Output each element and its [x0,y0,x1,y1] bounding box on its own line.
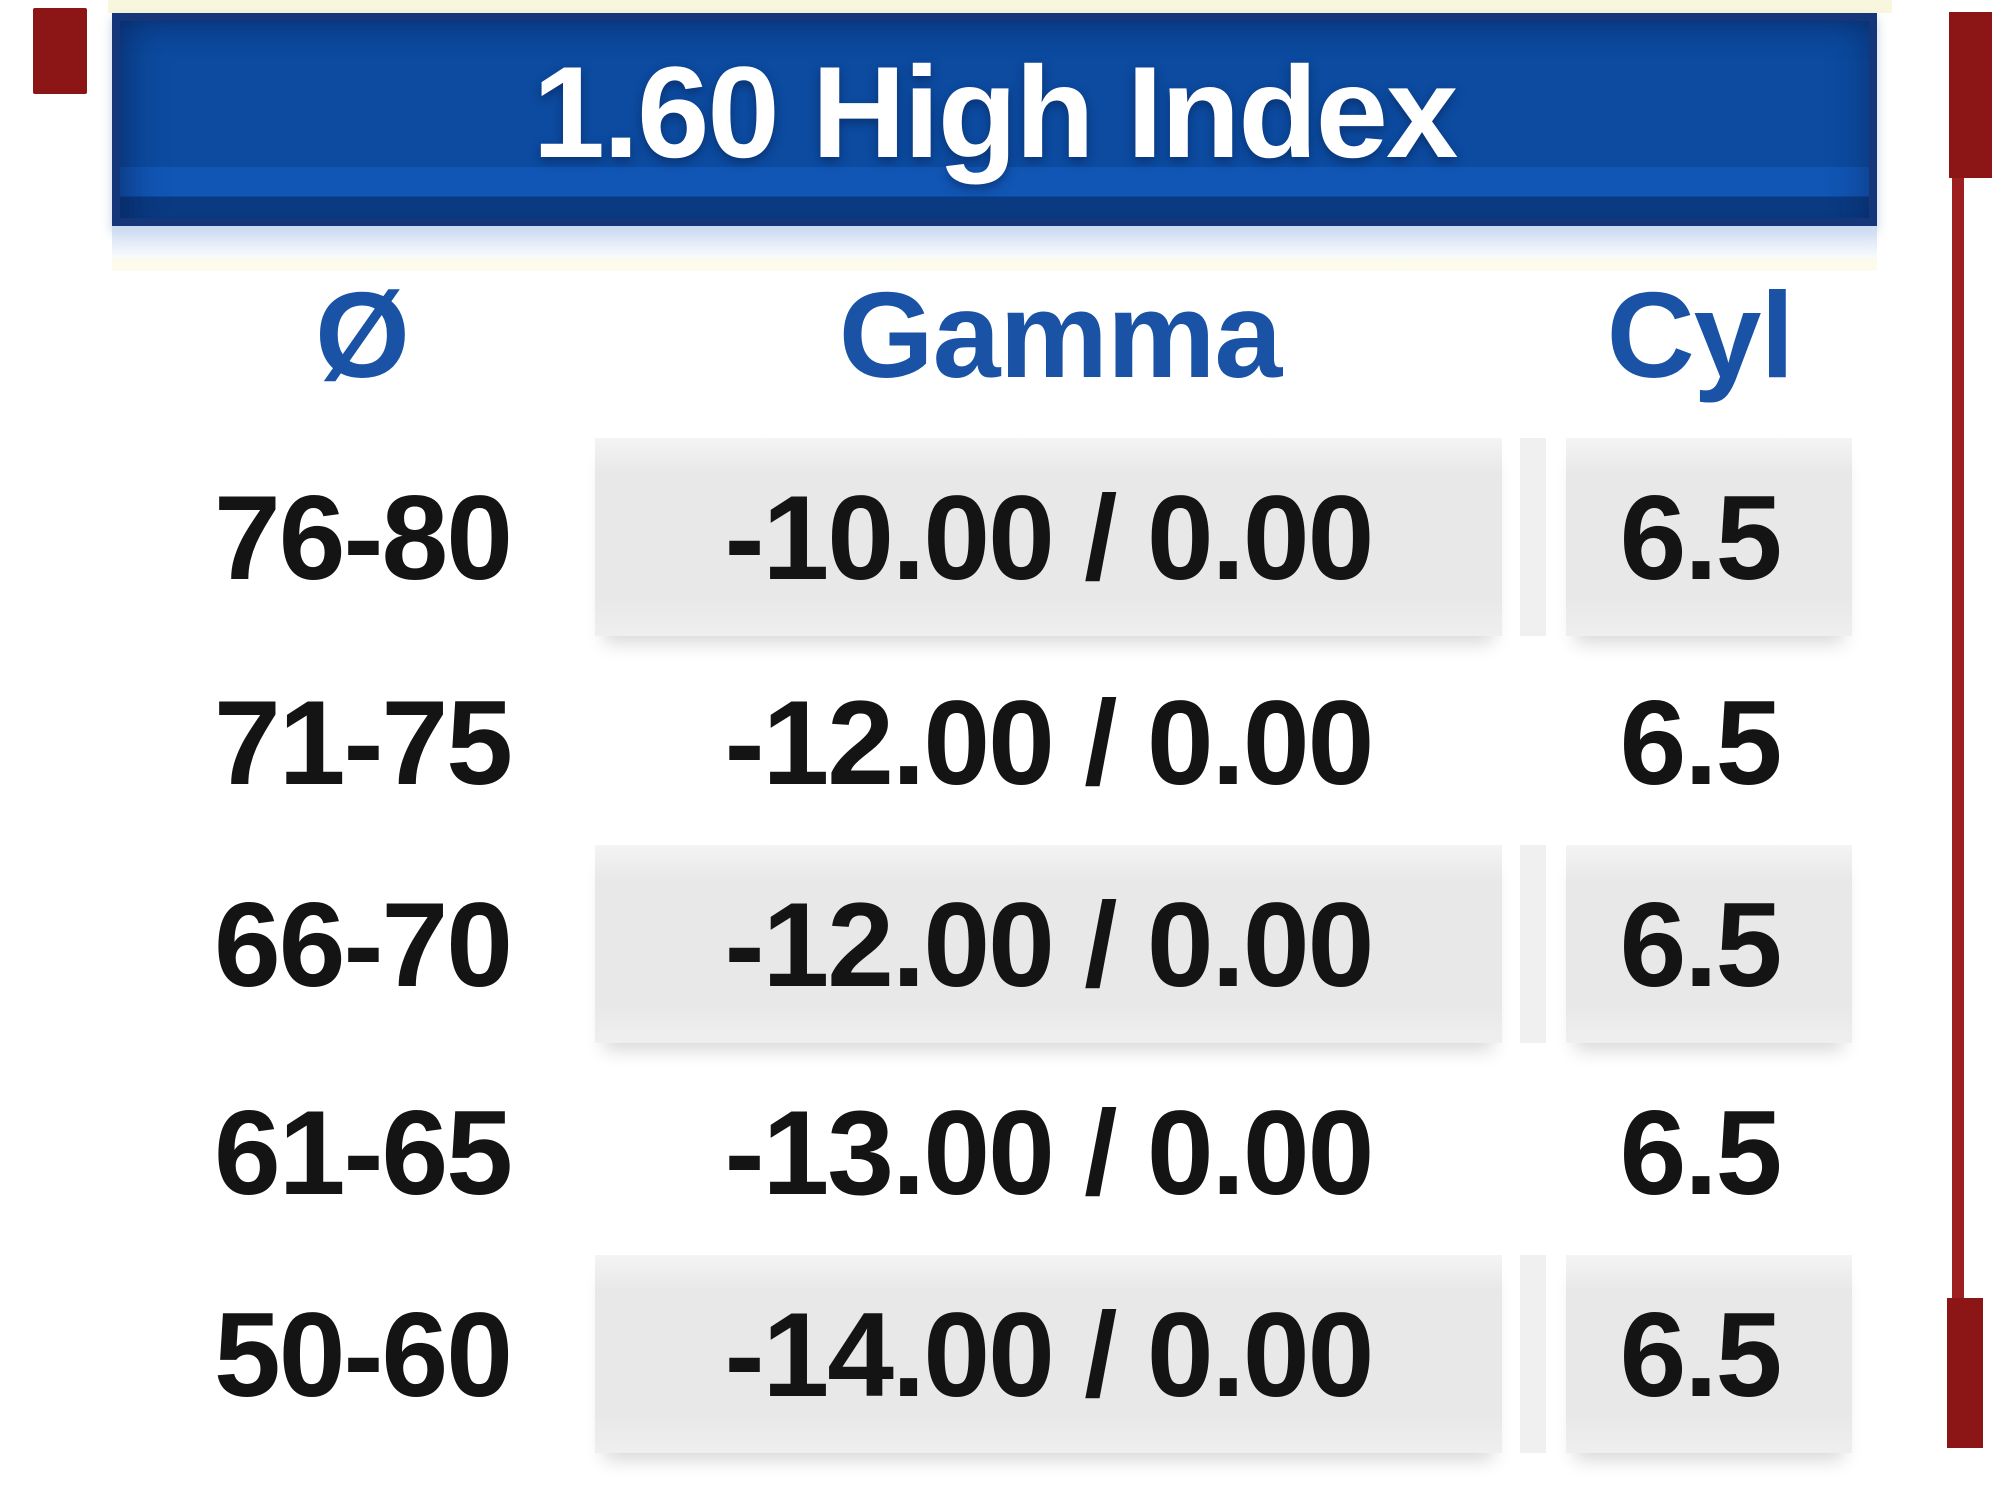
scan-tint-top [108,0,1892,13]
scan-tint-under-banner [112,258,1877,271]
row-stripe [595,1255,1502,1453]
cell-diameter: 76-80 [214,471,513,605]
cell-cyl: 6.5 [1619,1288,1783,1422]
scan-artifact-right-edge [1952,178,1964,1446]
cell-gamma: -12.00 / 0.00 [724,878,1375,1012]
row-stripe [595,438,1502,636]
cell-gamma: -14.00 / 0.00 [724,1288,1375,1422]
banner-shadow [112,226,1877,262]
cell-cyl: 6.5 [1619,878,1783,1012]
cell-cyl: 6.5 [1619,471,1783,605]
cell-cyl: 6.5 [1619,1086,1783,1220]
cell-diameter: 50-60 [214,1288,513,1422]
cell-gamma: -10.00 / 0.00 [724,471,1375,605]
row-stripe [595,845,1502,1043]
column-header-cyl: Cyl [1606,267,1795,403]
cell-gamma: -12.00 / 0.00 [724,676,1375,810]
row-stripe-divider [1520,438,1546,636]
scan-artifact-bottom-right [1947,1298,1983,1448]
cell-diameter: 66-70 [214,878,513,1012]
cell-gamma: -13.00 / 0.00 [724,1086,1375,1220]
title-banner: 1.60 High Index [112,13,1877,226]
row-stripe [1566,845,1852,1043]
page-title: 1.60 High Index [532,38,1459,185]
column-header-diameter: Ø [315,267,410,403]
row-stripe [1566,438,1852,636]
column-header-gamma: Gamma [838,267,1283,403]
cell-diameter: 71-75 [214,676,513,810]
row-stripe-divider [1520,845,1546,1043]
cell-cyl: 6.5 [1619,676,1783,810]
scan-artifact-top-left [33,8,87,94]
scan-artifact-top-right [1949,12,1992,178]
cell-diameter: 61-65 [214,1086,513,1220]
row-stripe-divider [1520,1255,1546,1453]
row-stripe [1566,1255,1852,1453]
